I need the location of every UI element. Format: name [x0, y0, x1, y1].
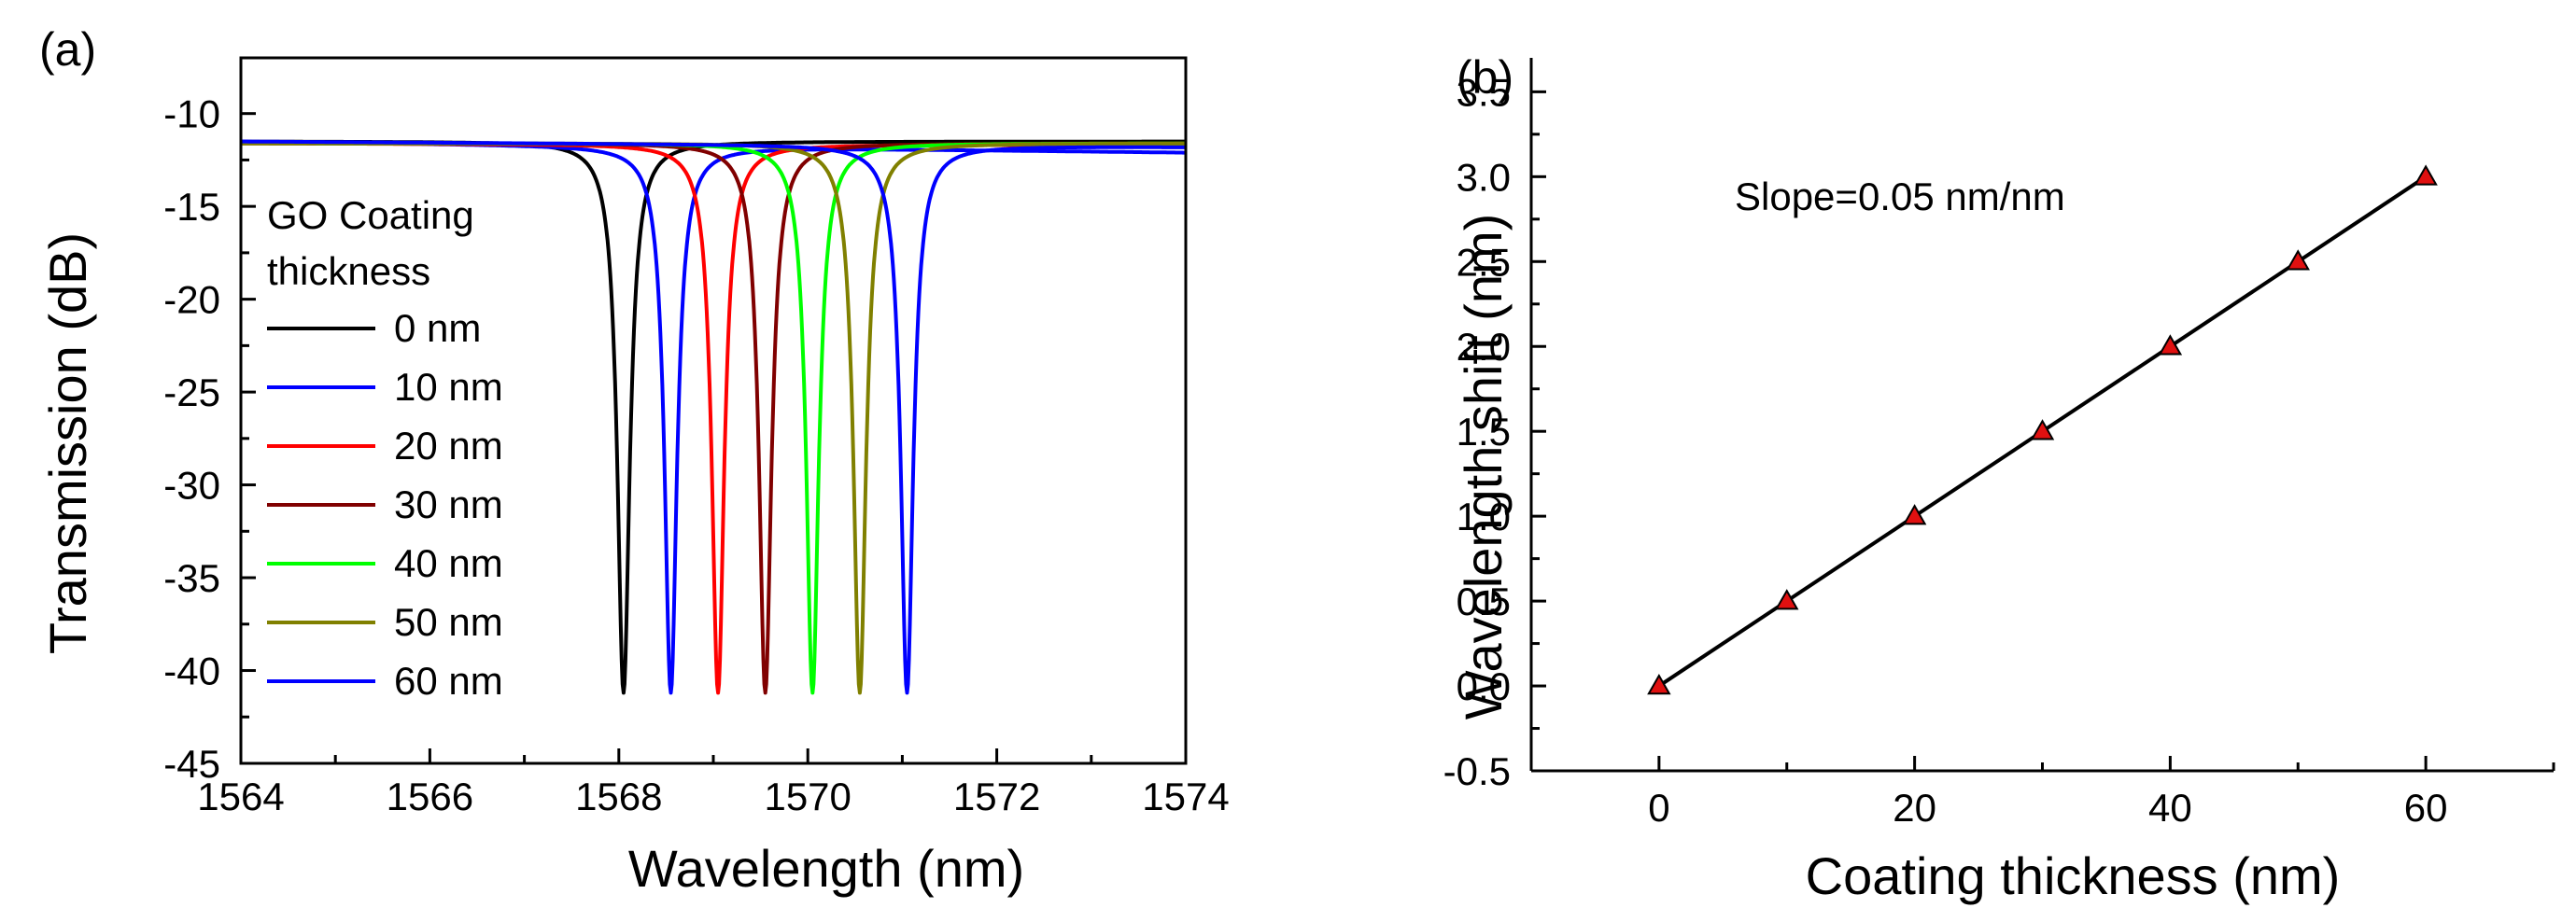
y-tick-label: -45: [163, 742, 220, 786]
legend-label: 50 nm: [394, 600, 503, 644]
x-tick-label: 1564: [197, 775, 284, 818]
panel-a-x-ticks: 1564 1566 1568 1570 1572 1574: [197, 748, 1230, 818]
panel-b-x-axis-title: Coating thickness (nm): [1806, 846, 2341, 905]
legend-label: 10 nm: [394, 365, 503, 409]
y-tick-label: 2.0: [1457, 325, 1511, 369]
legend-label: 60 nm: [394, 659, 503, 703]
y-tick-label: 3.5: [1457, 70, 1511, 114]
x-tick-label: 60: [2404, 786, 2448, 830]
data-point-triangle: [1902, 504, 1927, 525]
y-tick-label: -20: [163, 278, 220, 322]
data-point-triangle: [2030, 419, 2055, 440]
data-point-triangle: [2286, 249, 2310, 271]
panel-a-label: (a): [39, 23, 96, 76]
panel-a-legend: GO Coating thickness 0 nm 10 nm 20 nm 30 nm…: [267, 193, 503, 703]
series-line-60-nm: [240, 139, 1187, 695]
panel-b-y-axis-title: Wavelength shift (nm): [1454, 214, 1513, 720]
panel-a-transmission-spectra: (a) 1564 1566 1568 1570 1572 1574 -10 -15 -20 -2…: [38, 23, 1230, 898]
y-tick-label: 1.0: [1457, 495, 1511, 538]
panel-a-x-axis-title: Wavelength (nm): [628, 839, 1024, 898]
x-tick-label: 1568: [575, 775, 662, 818]
panel-a-y-ticks: -10 -15 -20 -25 -30 -35 -40 -45: [163, 92, 256, 786]
panel-b-y-ticks: -0.5 0.0 0.5 1.0 1.5 2.0 2.5 3.0 3.5: [1443, 70, 1546, 793]
y-tick-label: 0.5: [1457, 580, 1511, 623]
panel-b-axes: [1529, 58, 2554, 773]
legend-label: 30 nm: [394, 482, 503, 526]
y-tick-label: -10: [163, 92, 220, 136]
panel-b-wavelength-shift: (b) 0 20 40 60 -0.5 0.0 0.5 1.0 1.5 2.0 2.5 3.0 3.5…: [1443, 51, 2555, 905]
y-tick-label: -0.5: [1443, 749, 1511, 793]
panel-a-y-axis-title: Transmission (dB): [38, 232, 97, 654]
panel-a-series-group: [240, 139, 1187, 695]
y-tick-label: 0.0: [1457, 664, 1511, 708]
data-point-triangle: [2158, 334, 2183, 356]
y-tick-label: -35: [163, 556, 220, 600]
y-tick-label: 2.5: [1457, 240, 1511, 284]
x-tick-label: 1566: [387, 775, 473, 818]
x-tick-label: 40: [2148, 786, 2192, 830]
x-tick-label: 1570: [764, 775, 851, 818]
legend-label: 40 nm: [394, 541, 503, 585]
legend-title-line-2: thickness: [267, 249, 430, 293]
y-tick-label: -30: [163, 464, 220, 508]
x-tick-label: 1572: [953, 775, 1040, 818]
legend-label: 20 nm: [394, 424, 503, 468]
x-tick-label: 1574: [1142, 775, 1229, 818]
slope-annotation: Slope=0.05 nm/nm: [1735, 175, 2065, 218]
legend-label: 0 nm: [394, 306, 481, 350]
legend-title-line-1: GO Coating: [267, 193, 474, 237]
x-tick-label: 0: [1648, 786, 1669, 830]
data-point-triangle: [2414, 164, 2438, 186]
y-tick-label: 1.5: [1457, 410, 1511, 454]
data-point-triangle: [1775, 589, 1799, 610]
y-tick-label: -40: [163, 650, 220, 693]
y-tick-label: 3.0: [1457, 155, 1511, 199]
y-tick-label: -25: [163, 370, 220, 414]
panel-b-series-group: [1647, 164, 2438, 695]
x-tick-label: 20: [1893, 786, 1936, 830]
legend-items: 0 nm 10 nm 20 nm 30 nm 40 nm 50 nm 60 nm: [267, 306, 503, 703]
panel-b-label: (b): [1457, 51, 1513, 104]
y-tick-label: -15: [163, 185, 220, 229]
data-point-triangle: [1647, 674, 1671, 695]
panel-b-x-ticks: 0 20 40 60: [1529, 756, 2555, 830]
